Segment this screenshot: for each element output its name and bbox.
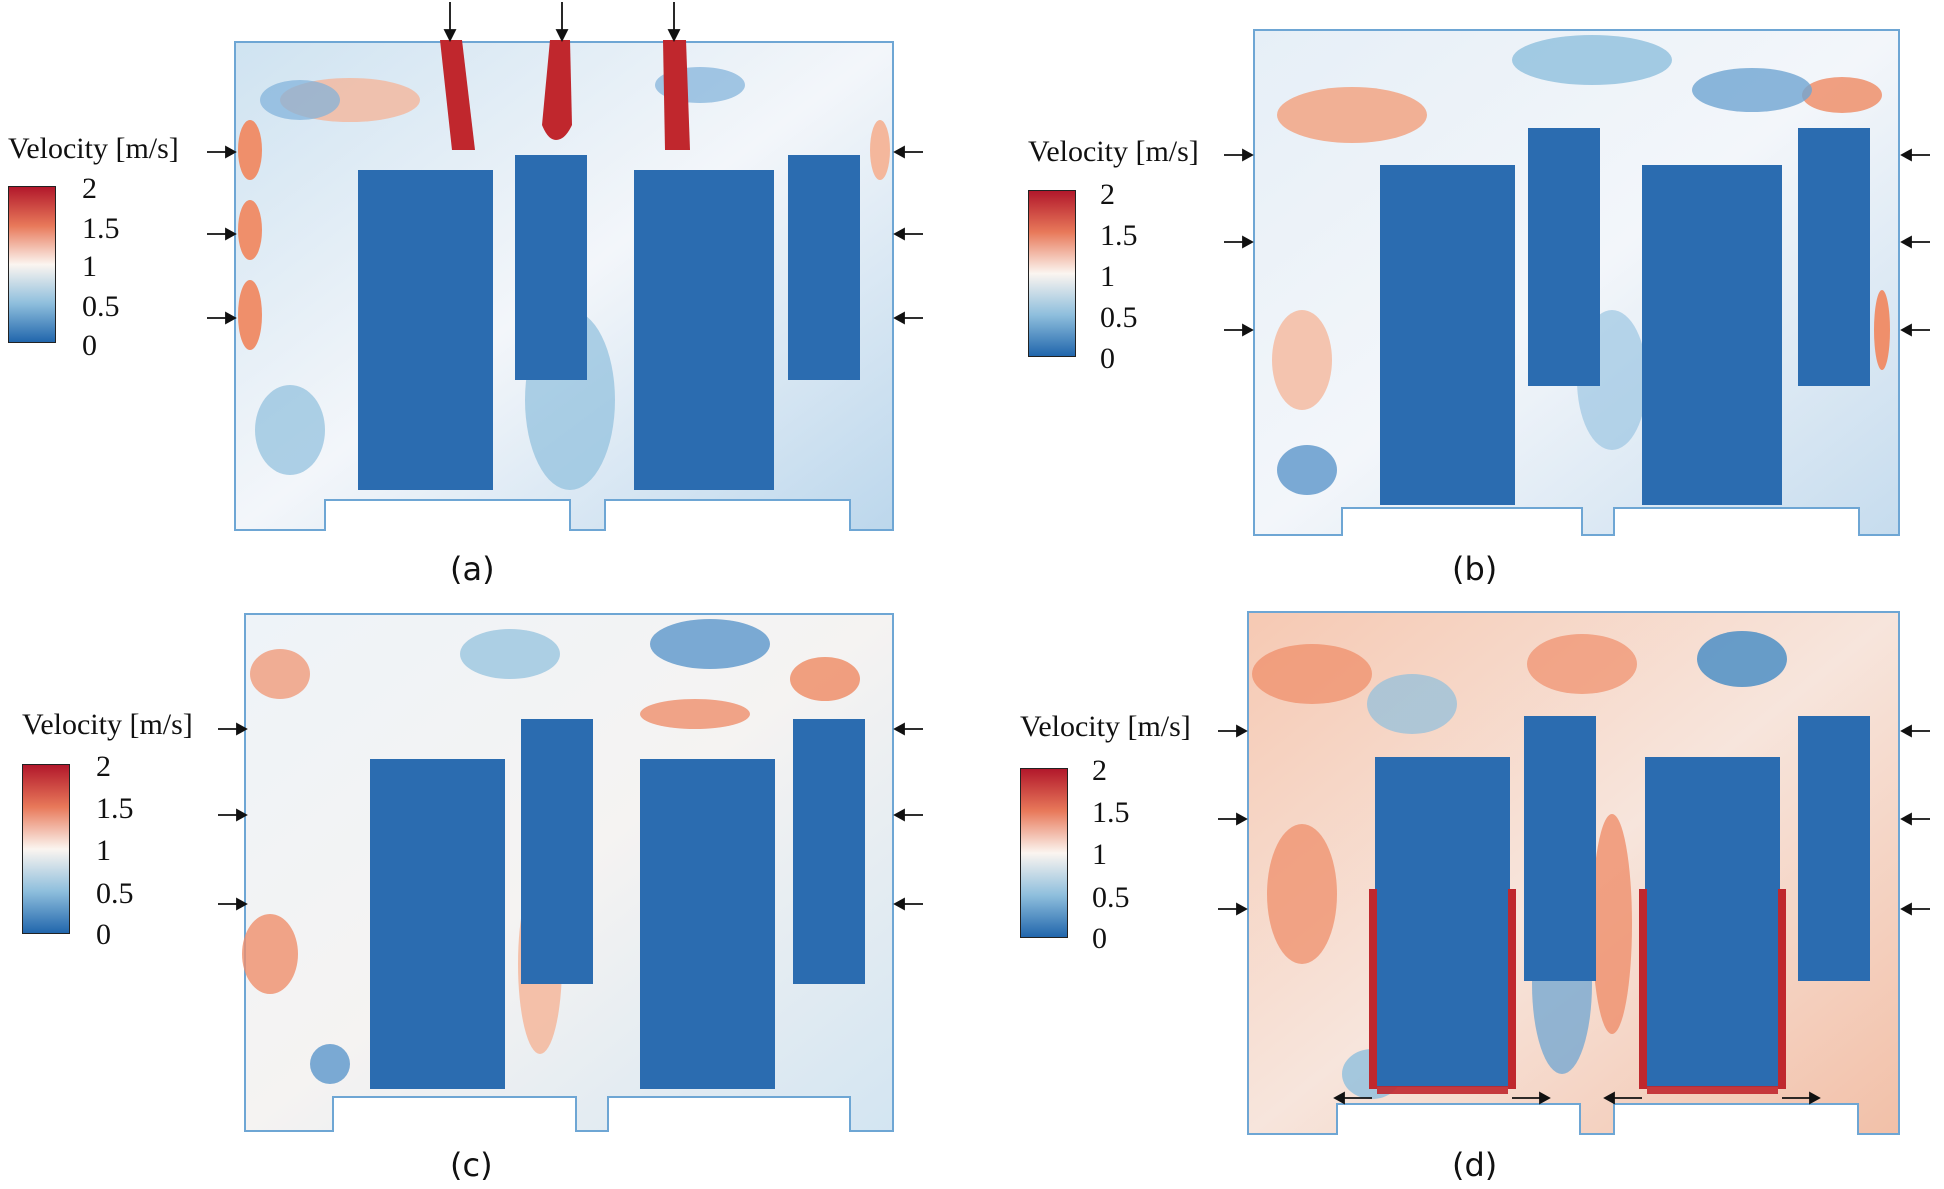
high-velocity-zone — [1802, 77, 1882, 113]
high-velocity-zone — [640, 699, 750, 729]
low-velocity-zone — [460, 629, 560, 679]
solid-block — [1380, 165, 1515, 505]
panel-b: Velocity [m/s] 2 1.5 1 0.5 0 (b) — [972, 0, 1944, 594]
panel-d: Velocity [m/s] 2 1.5 1 0.5 0 (d) — [972, 594, 1944, 1188]
solid-block — [521, 719, 593, 984]
solid-block — [634, 170, 774, 490]
high-velocity-zone — [242, 914, 298, 994]
low-velocity-zone — [1692, 68, 1812, 112]
supply-jet — [440, 40, 475, 150]
solid-block — [1375, 757, 1510, 1087]
colorbar-tick: 2 — [1092, 754, 1107, 787]
high-velocity-zone — [790, 657, 860, 701]
legend-title: Velocity [m/s] — [8, 132, 179, 165]
solid-block — [1798, 716, 1870, 981]
supply-jet — [542, 40, 572, 140]
high-velocity-zone — [1252, 644, 1372, 704]
panel-caption: (b) — [1452, 550, 1498, 588]
solid-block — [515, 155, 587, 380]
colorbar-tick: 2 — [82, 172, 97, 205]
low-velocity-zone — [260, 80, 340, 120]
velocity-contour-b — [1224, 29, 1930, 536]
inflow-arrows — [1224, 148, 1930, 337]
high-velocity-zone — [250, 649, 310, 699]
colorbar — [8, 186, 56, 343]
low-velocity-zone — [310, 1044, 350, 1084]
inflow-arrows — [218, 722, 923, 911]
panel-c: Velocity [m/s] 2 1.5 1 0.5 0 (c) — [0, 594, 972, 1188]
solid-block — [1524, 716, 1596, 981]
colorbar-tick: 2 — [96, 750, 111, 783]
velocity-contour-a — [207, 2, 923, 531]
colorbar-tick: 0 — [96, 918, 111, 951]
high-velocity-zone — [1277, 87, 1427, 143]
high-velocity-zone — [870, 120, 890, 180]
colorbar-tick: 1.5 — [1100, 219, 1138, 252]
legend-title: Velocity [m/s] — [22, 708, 193, 741]
panel-caption: (a) — [450, 550, 495, 588]
solid-block — [370, 759, 505, 1089]
colorbar-tick: 1 — [82, 250, 97, 283]
high-velocity-zone — [238, 120, 262, 180]
solid-block — [793, 719, 865, 984]
colorbar — [1020, 768, 1068, 938]
colorbar-tick: 0 — [1092, 922, 1107, 955]
colorbar-tick: 1.5 — [96, 792, 134, 825]
colorbar-tick: 1.5 — [1092, 796, 1130, 829]
colorbar-tick: 1 — [96, 834, 111, 867]
floor-jets — [1369, 889, 1786, 1094]
low-velocity-zone — [1697, 631, 1787, 687]
high-velocity-zone — [1592, 814, 1632, 1034]
colorbar-tick: 0 — [82, 329, 97, 362]
solid-block — [1528, 128, 1600, 386]
colorbar-tick: 0 — [1100, 342, 1115, 375]
solid-block — [640, 759, 775, 1089]
solid-block — [1642, 165, 1782, 505]
colorbar-tick: 1.5 — [82, 212, 120, 245]
legend-title: Velocity [m/s] — [1020, 710, 1191, 743]
inflow-arrows — [1218, 724, 1930, 1105]
low-velocity-zone — [650, 619, 770, 669]
high-velocity-zone — [1874, 290, 1890, 370]
colorbar-tick: 2 — [1100, 178, 1115, 211]
solid-block — [1798, 128, 1870, 386]
low-velocity-zone — [1367, 674, 1457, 734]
inflow-arrows — [207, 2, 923, 325]
low-velocity-zone — [255, 385, 325, 475]
supply-jet — [663, 40, 690, 150]
colorbar-tick: 0.5 — [96, 877, 134, 910]
panel-caption: (c) — [450, 1146, 493, 1184]
solid-block — [788, 155, 860, 380]
low-velocity-zone — [1512, 35, 1672, 85]
colorbar-tick: 1 — [1092, 838, 1107, 871]
high-velocity-zone — [238, 280, 262, 350]
solid-block — [358, 170, 493, 490]
panel-caption: (d) — [1452, 1146, 1498, 1184]
colorbar — [1028, 190, 1076, 357]
solid-block — [1645, 757, 1780, 1087]
colorbar-tick: 1 — [1100, 260, 1115, 293]
high-velocity-zone — [1267, 824, 1337, 964]
velocity-contour-c — [218, 613, 923, 1132]
velocity-contour-d — [1218, 611, 1930, 1135]
high-velocity-zone — [238, 200, 262, 260]
panel-a: Velocity [m/s] 2 1.5 1 0.5 0 (a) — [0, 0, 972, 594]
colorbar-tick: 0.5 — [1100, 301, 1138, 334]
colorbar-tick: 0.5 — [82, 290, 120, 323]
low-velocity-zone — [1277, 445, 1337, 495]
legend-title: Velocity [m/s] — [1028, 135, 1199, 168]
colorbar-tick: 0.5 — [1092, 881, 1130, 914]
high-velocity-zone — [1272, 310, 1332, 410]
high-velocity-zone — [1527, 634, 1637, 694]
colorbar — [22, 764, 70, 934]
